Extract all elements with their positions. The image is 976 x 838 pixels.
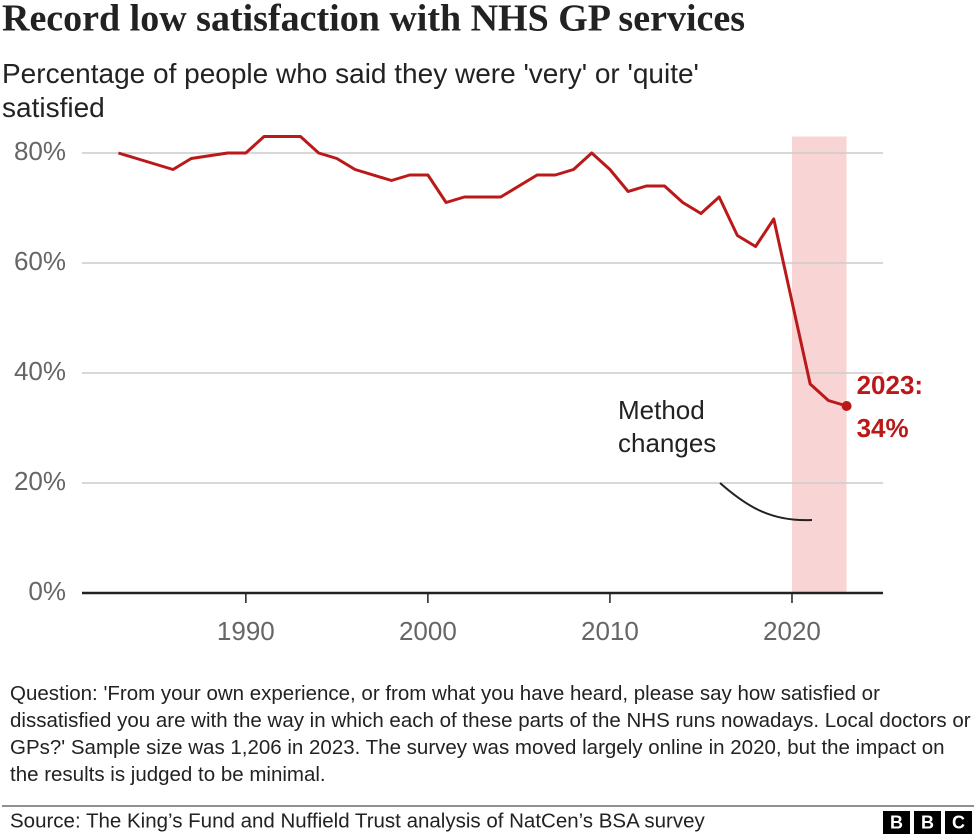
end-point	[841, 401, 852, 411]
logo-block	[883, 811, 910, 834]
annotation-arrow	[719, 482, 813, 522]
y-tick-label: 40%	[14, 356, 66, 386]
x-tick-label: 2010	[581, 616, 639, 646]
data-label: 34%	[857, 413, 909, 443]
x-tick-label: 2000	[399, 616, 457, 646]
note: Question: 'From your own experience, or …	[10, 682, 971, 786]
x-tick-label: 1990	[217, 616, 275, 646]
logo-letter: B	[890, 812, 903, 832]
logo-block	[945, 811, 972, 834]
y-tick-label: 80%	[14, 136, 66, 166]
y-tick-label: 20%	[14, 466, 66, 496]
chart-subtitle-line: satisfied	[2, 92, 105, 123]
logo-block	[914, 811, 941, 834]
highlight-band	[791, 136, 847, 593]
annotation: changes	[618, 428, 716, 458]
y-tick-label: 60%	[14, 246, 66, 276]
chart-title: Record low satisfaction with NHS GP serv…	[2, 0, 745, 40]
end-label-prefix: 2023:	[857, 370, 924, 400]
logo-letter: C	[952, 812, 965, 832]
series-line	[117, 135, 848, 408]
chart-subtitle-line: Percentage of people who said they were …	[2, 58, 699, 89]
chart-subtitle: Percentage of people who said they were …	[2, 58, 699, 123]
logo-letter: B	[921, 812, 934, 832]
source: Source: The King’s Fund and Nuffield Tru…	[10, 809, 705, 832]
x-tick-label: 2020	[763, 616, 821, 646]
y-tick-label: 0%	[28, 576, 66, 606]
annotation: Method	[618, 395, 705, 425]
